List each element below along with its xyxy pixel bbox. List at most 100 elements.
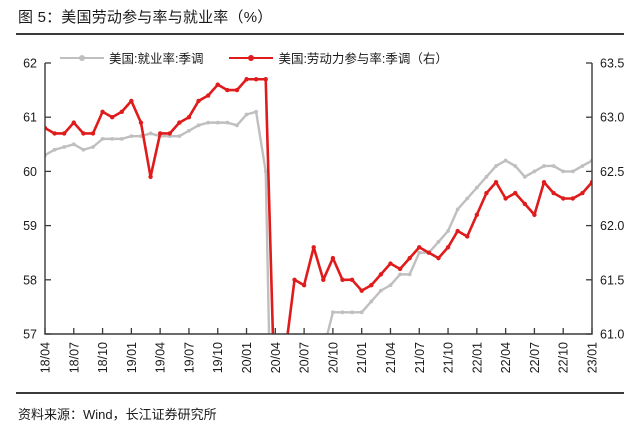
data-point [215, 120, 220, 125]
data-point [196, 123, 201, 128]
y-right-tick-label: 62.5 [600, 165, 624, 179]
data-point [215, 82, 220, 87]
data-point [378, 288, 383, 293]
y-right-tick-label: 61.0 [600, 328, 624, 342]
data-point [484, 174, 489, 179]
data-point [330, 310, 335, 315]
data-point [446, 229, 450, 233]
data-point [417, 245, 422, 250]
data-point [52, 131, 57, 136]
data-point [90, 131, 96, 136]
x-tick-label: 18/07 [67, 342, 81, 373]
data-point [157, 131, 163, 136]
data-point [138, 120, 144, 125]
x-tick-label: 21/04 [384, 342, 398, 373]
data-point [91, 145, 95, 149]
data-point [311, 245, 316, 250]
data-point [369, 283, 374, 288]
x-tick-label: 22/10 [557, 342, 571, 373]
data-point [494, 164, 498, 168]
data-point [205, 93, 211, 98]
y-axis-right: 61.0 61.5 62.0 62.5 63.0 63.5 [586, 57, 624, 342]
data-point [119, 109, 124, 114]
series-line-participation [45, 77, 592, 334]
data-point [301, 283, 307, 288]
x-tick-label: 22/07 [528, 342, 542, 373]
y-right-tick-label: 62.0 [600, 219, 624, 233]
data-point [561, 169, 566, 174]
x-axis: 18/04 18/07 18/10 19/01 19/04 19/07 19/10 20/01… [39, 328, 600, 373]
data-point [580, 190, 585, 196]
legend-swatch-employment-icon [60, 53, 104, 63]
data-point [484, 190, 489, 196]
x-tick-label: 19/07 [182, 342, 196, 373]
data-point [493, 180, 499, 185]
data-point [186, 115, 192, 120]
data-point [292, 277, 297, 282]
data-point [436, 255, 441, 261]
data-point [244, 112, 249, 117]
series-line-employment [45, 110, 592, 334]
x-tick-label: 20/04 [269, 342, 283, 373]
data-point [225, 87, 230, 93]
page-title: 图 5：美国劳动参与率与就业率（%） [18, 9, 273, 26]
legend-item-participation[interactable]: 美国:劳动力参与率:季调（右） [229, 48, 448, 67]
x-tick-label: 22/01 [470, 342, 484, 373]
data-point [551, 164, 556, 168]
y-axis-left: 57 58 59 60 61 62 [23, 57, 51, 342]
x-tick-label: 22/04 [499, 342, 513, 373]
data-point [522, 201, 528, 207]
data-point [436, 239, 441, 244]
data-point [551, 190, 556, 196]
data-point [263, 169, 268, 174]
data-point [71, 120, 76, 125]
data-point [129, 134, 134, 139]
data-point [398, 272, 402, 277]
data-point [100, 136, 105, 141]
y-left-tick-label: 57 [23, 328, 37, 342]
x-tick-label: 19/04 [154, 342, 168, 373]
data-point [340, 277, 345, 282]
data-point [532, 169, 537, 174]
data-point [109, 115, 115, 120]
data-point [561, 196, 566, 201]
y-left-tick-label: 60 [23, 165, 37, 179]
data-point [522, 174, 527, 179]
data-point [100, 109, 105, 114]
y-left-tick-label: 62 [23, 57, 37, 71]
data-point [148, 174, 153, 180]
x-tick-label: 19/01 [125, 342, 139, 373]
data-point [81, 131, 86, 136]
data-point [234, 87, 240, 93]
data-point [580, 164, 585, 168]
data-point [235, 123, 239, 128]
data-point [542, 164, 546, 168]
data-point [263, 77, 268, 82]
data-point [570, 169, 575, 174]
data-point [206, 120, 211, 125]
data-point [465, 234, 470, 239]
data-point [167, 131, 172, 136]
data-point [570, 196, 576, 201]
data-point [397, 266, 403, 272]
data-point [378, 272, 384, 277]
data-point [196, 98, 201, 104]
legend-item-employment[interactable]: 美国:就业率:季调 [60, 48, 203, 67]
x-tick-label: 18/10 [96, 342, 110, 373]
data-point [177, 120, 182, 125]
source-note: 资料来源：Wind，长江证券研究所 [18, 407, 217, 422]
data-point [513, 164, 518, 168]
data-point [503, 158, 508, 163]
data-point [71, 142, 76, 147]
axis-frame [44, 63, 593, 335]
data-point [321, 277, 326, 282]
data-point [340, 310, 345, 315]
data-point [417, 250, 422, 255]
data-point [52, 147, 57, 152]
data-point [426, 250, 432, 255]
x-tick-label: 19/10 [211, 342, 225, 373]
x-tick-label: 21/07 [413, 342, 427, 373]
